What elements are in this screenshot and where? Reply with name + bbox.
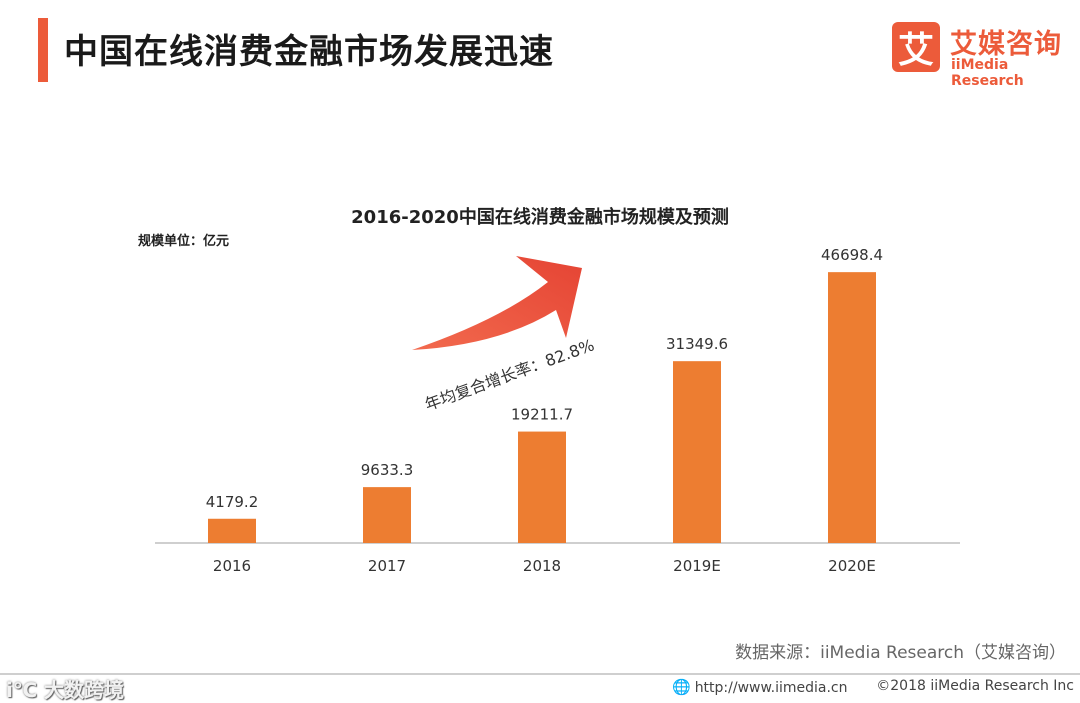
- value-label-2020E: 46698.4: [821, 246, 883, 264]
- growth-arrow: [412, 256, 582, 350]
- unit-label: 规模单位：亿元: [138, 234, 230, 249]
- x-tick-label-2018: 2018: [523, 557, 561, 575]
- footer-divider: [0, 673, 1080, 675]
- chart-title: 2016-2020中国在线消费金融市场规模及预测: [351, 207, 729, 228]
- bar-2016: [208, 518, 256, 543]
- value-label-2019E: 31349.6: [666, 335, 728, 353]
- value-label-2016: 4179.2: [206, 493, 259, 511]
- bar-2020E: [828, 272, 876, 543]
- logo-mark: 艾: [892, 22, 940, 72]
- x-tick-label-2019E: 2019E: [673, 557, 721, 575]
- page-title: 中国在线消费金融市场发展迅速: [64, 32, 554, 72]
- data-source: 数据来源：iiMedia Research（艾媒咨询）: [735, 643, 1066, 663]
- value-label-2017: 9633.3: [361, 461, 414, 479]
- globe-icon: 🌐: [672, 678, 691, 696]
- footer-url: 🌐 http://www.iimedia.cn: [672, 678, 848, 696]
- x-tick-label-2016: 2016: [213, 557, 251, 575]
- logo-text-en: iiMedia Research: [951, 57, 1024, 89]
- value-label-2018: 19211.7: [511, 406, 573, 424]
- watermark: i℃ 大数跨境: [6, 678, 125, 702]
- bar-2018: [518, 431, 566, 543]
- footer-url-text: http://www.iimedia.cn: [694, 680, 848, 696]
- title-accent-bar: [38, 18, 48, 82]
- logo-text-cn: 艾媒咨询: [950, 29, 1062, 60]
- bar-2017: [363, 487, 411, 543]
- x-tick-label-2017: 2017: [368, 557, 406, 575]
- footer-copyright: ©2018 iiMedia Research Inc: [876, 678, 1074, 694]
- bar-2019E: [673, 361, 721, 543]
- x-tick-label-2020E: 2020E: [828, 557, 876, 575]
